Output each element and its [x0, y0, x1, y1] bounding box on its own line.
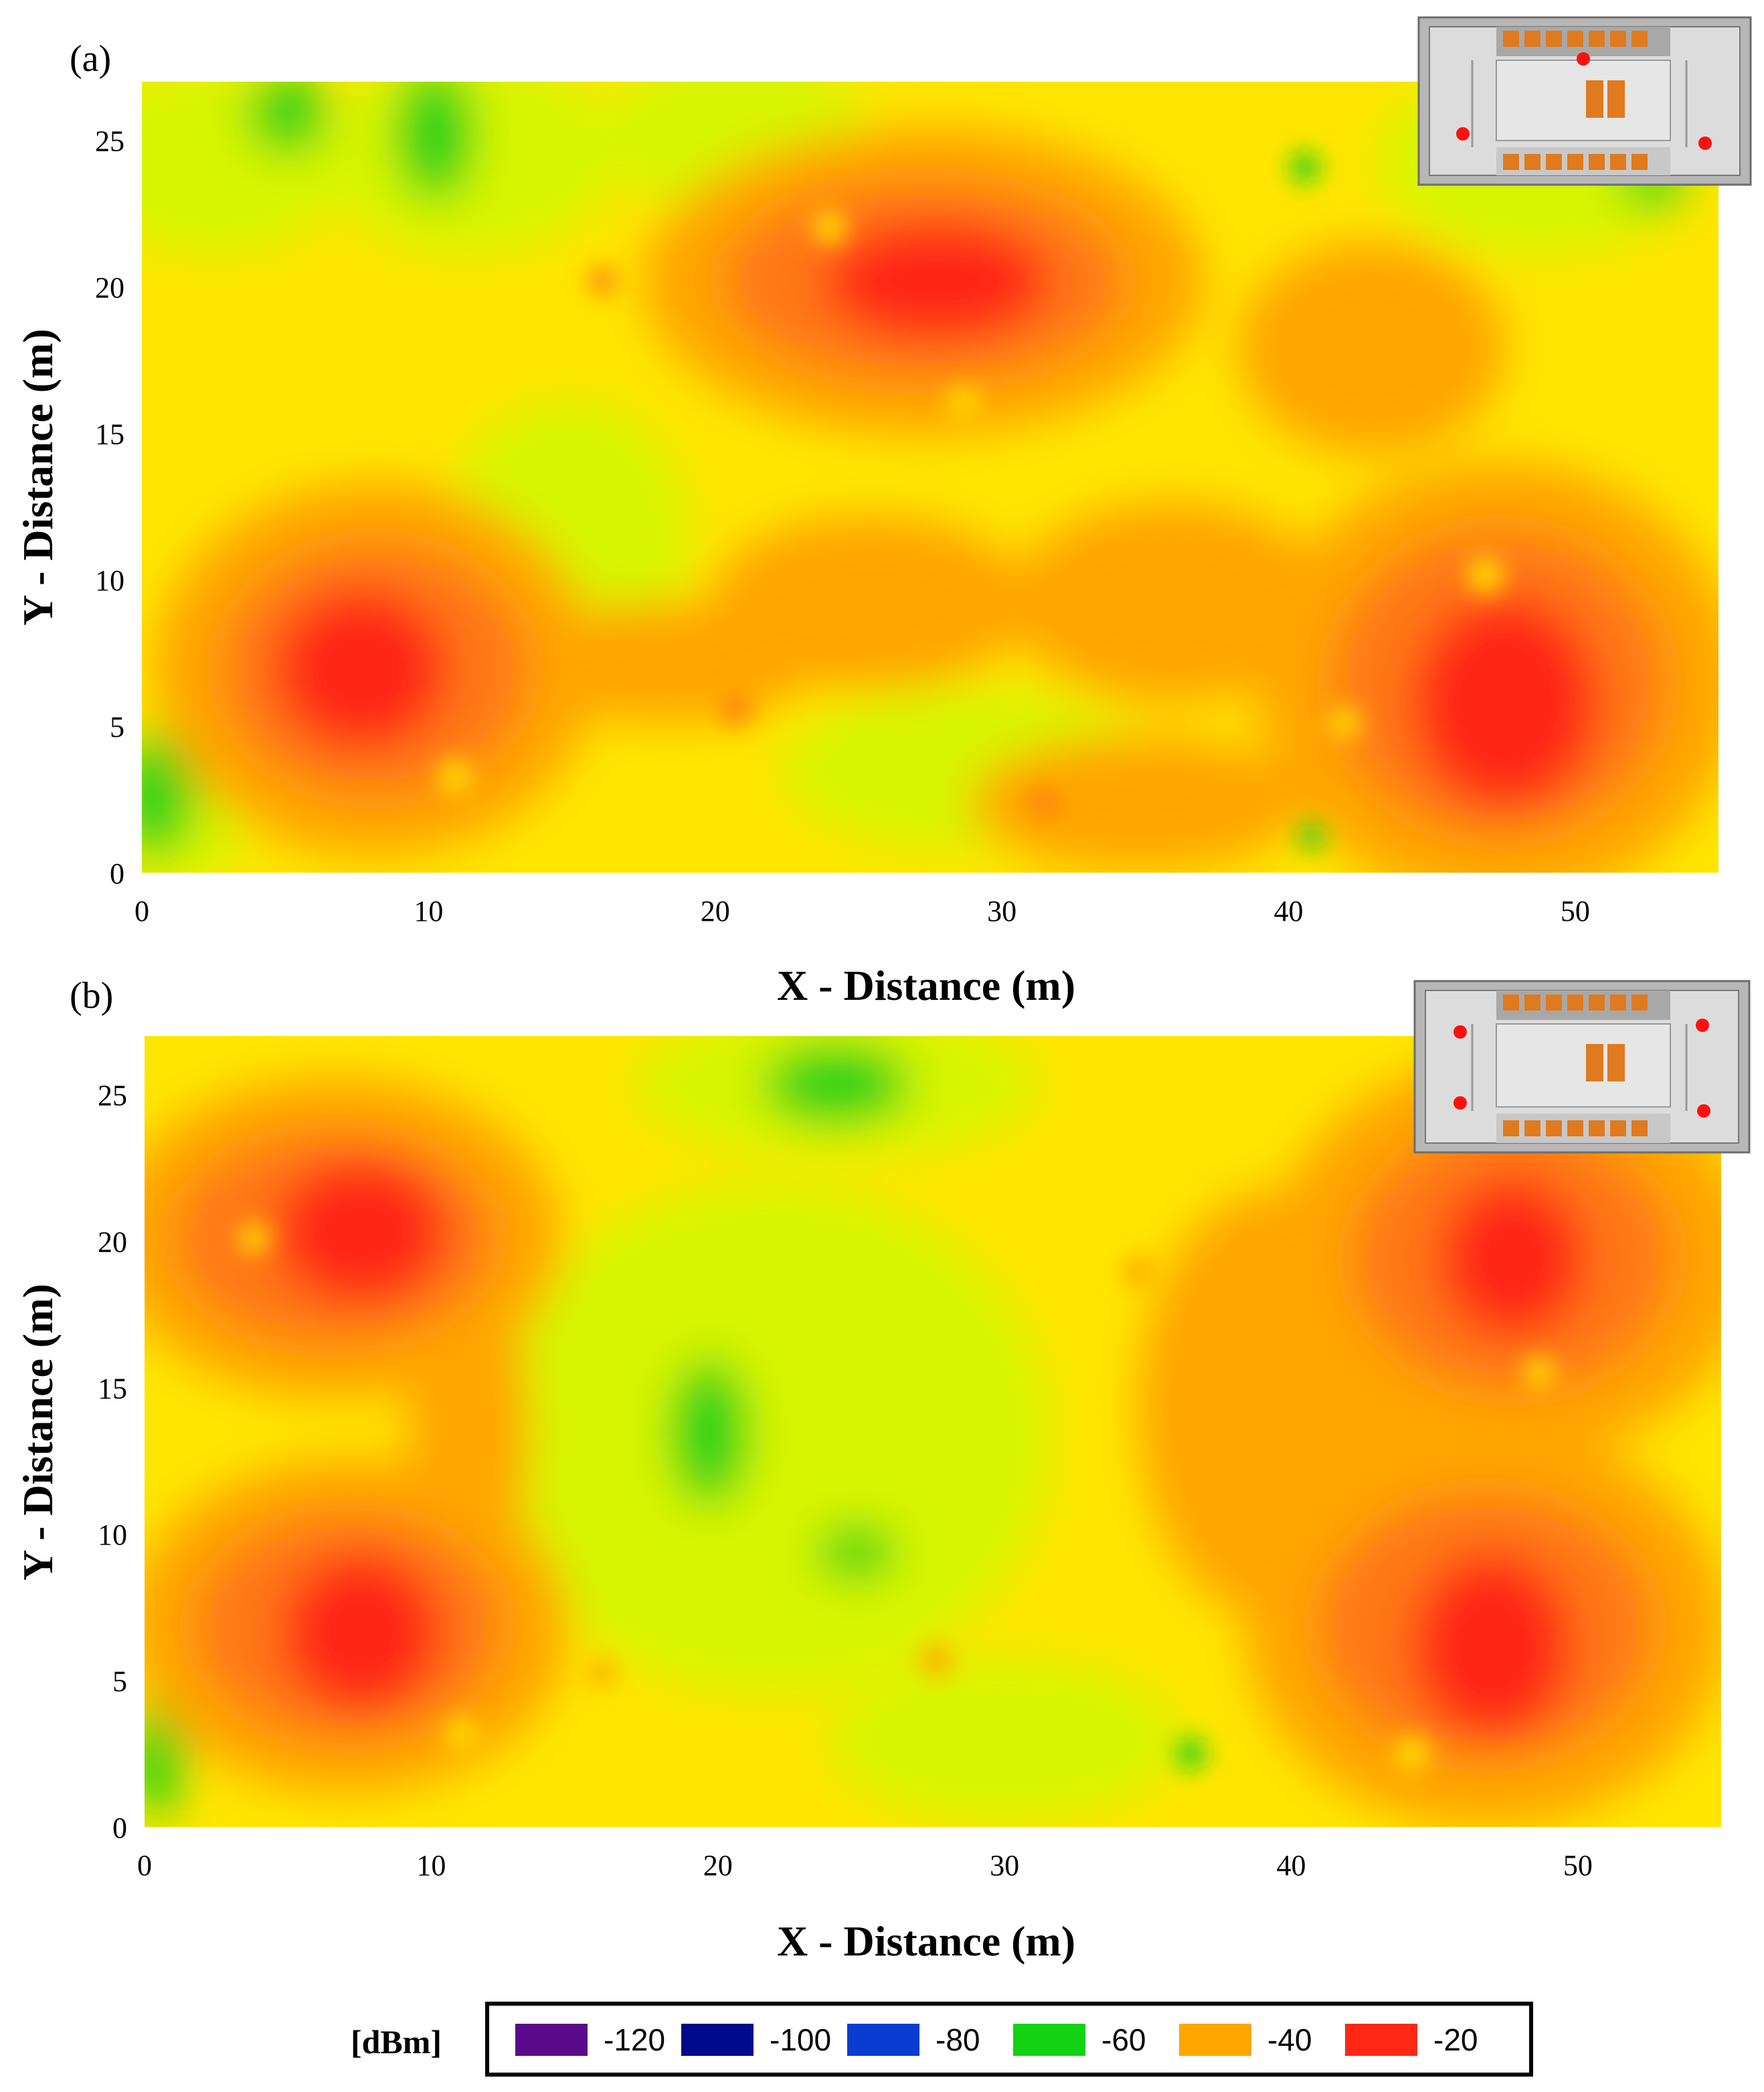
legend-label: -80	[936, 2022, 980, 2057]
y-tick-label: 25	[98, 1079, 127, 1112]
x-tick-label: 50	[1561, 895, 1590, 928]
access-point-marker	[1453, 1096, 1467, 1110]
y-tick-label: 15	[95, 418, 124, 450]
x-tick-label: 0	[137, 1849, 152, 1882]
panel-a-ylabel: Y - Distance (m)	[14, 329, 62, 626]
y-tick-label: 15	[98, 1372, 127, 1405]
legend-label: -40	[1267, 2022, 1312, 2057]
y-tick-label: 5	[110, 711, 124, 744]
x-tick-label: 20	[701, 895, 730, 928]
legend-unit-label: [dBm]	[351, 2023, 442, 2061]
panel-a-axes: 0 10 20 30 40 50 0 5 10 15 20 25	[95, 125, 1590, 928]
y-tick-label: 0	[110, 857, 124, 890]
panel-b: (b)	[14, 975, 1751, 1965]
y-tick-label: 10	[98, 1518, 127, 1551]
legend-swatch	[1345, 2024, 1417, 2056]
legend-label: -100	[770, 2022, 831, 2057]
access-point-marker	[1698, 137, 1712, 150]
access-point-marker	[1453, 1025, 1467, 1039]
legend-box	[485, 2002, 1533, 2077]
x-tick-label: 20	[703, 1849, 733, 1882]
access-point-marker	[1577, 52, 1590, 66]
legend-swatch	[515, 2024, 588, 2056]
panel-b-heatmap	[145, 1036, 1721, 1827]
x-tick-label: 0	[135, 895, 149, 928]
x-tick-label: 30	[990, 1849, 1019, 1882]
panel-b-floorplan-inset	[1413, 980, 1751, 1154]
panel-a-heatmap	[142, 82, 1718, 873]
panel-b-ylabel: Y - Distance (m)	[14, 1284, 62, 1581]
y-tick-label: 20	[95, 271, 124, 304]
x-tick-label: 40	[1273, 895, 1303, 928]
legend-label: -20	[1433, 2022, 1478, 2057]
panel-b-xlabel: X - Distance (m)	[777, 1917, 1075, 1965]
y-tick-label: 25	[95, 125, 124, 158]
panel-a-floorplan-inset	[1417, 16, 1752, 186]
y-tick-label: 10	[95, 564, 124, 597]
access-point-marker	[1697, 1104, 1710, 1118]
access-point-marker	[1456, 127, 1470, 141]
legend-swatch	[1013, 2024, 1085, 2056]
panel-a-xlabel: X - Distance (m)	[777, 962, 1075, 1009]
panel-b-label: (b)	[70, 975, 113, 1017]
panel-b-axes: 0 10 20 30 40 50 0 5 10 15 20 25	[98, 1079, 1593, 1882]
legend-swatch	[1179, 2024, 1251, 2056]
legend-swatch	[847, 2024, 919, 2056]
x-tick-label: 10	[416, 1849, 446, 1882]
legend-label: -60	[1101, 2022, 1146, 2057]
panel-a-label: (a)	[70, 38, 111, 80]
legend: [dBm] -120 -100 -80 -60 -40 -20	[351, 2002, 1533, 2077]
y-tick-label: 20	[98, 1225, 127, 1258]
access-point-marker	[1696, 1019, 1709, 1032]
legend-items: -120 -100 -80 -60 -40 -20	[515, 2022, 1478, 2057]
y-tick-label: 0	[112, 1812, 127, 1844]
x-tick-label: 50	[1563, 1849, 1593, 1882]
legend-swatch	[681, 2024, 754, 2056]
y-tick-label: 5	[112, 1665, 127, 1698]
x-tick-label: 10	[414, 895, 443, 928]
x-tick-label: 30	[987, 895, 1017, 928]
x-tick-label: 40	[1276, 1849, 1306, 1882]
panel-a: (a)	[14, 16, 1752, 1009]
legend-label: -120	[604, 2022, 665, 2057]
